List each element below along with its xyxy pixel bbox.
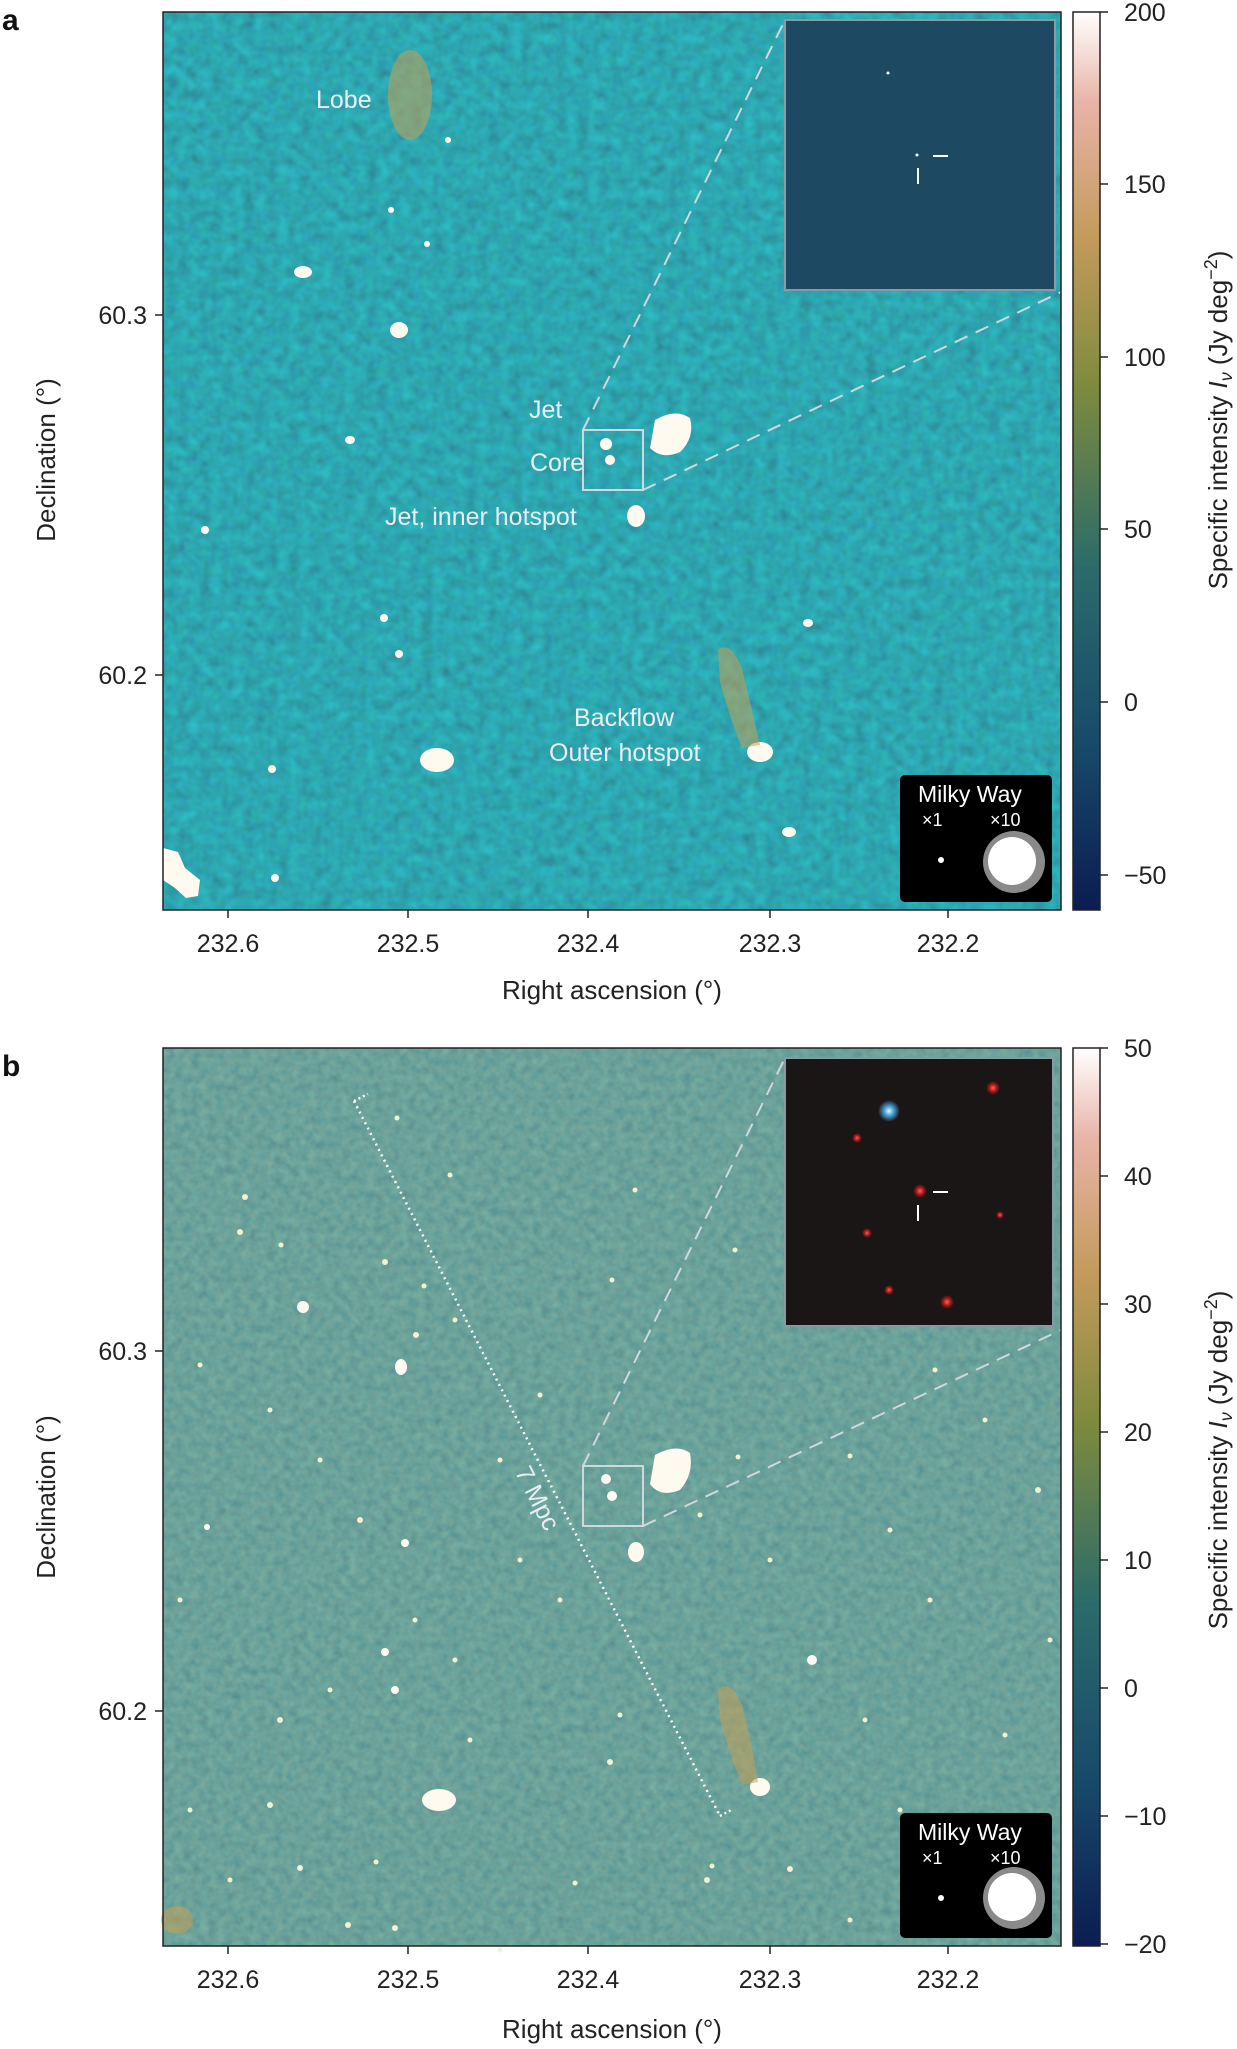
annotation-outer-hotspot: Outer hotspot: [549, 739, 701, 767]
panel-b-milky-way-box: Milky Way ×1 ×10: [900, 1813, 1052, 1938]
panel-b-inset: [784, 1057, 1054, 1327]
colorbar-tick-label: 150: [1124, 171, 1166, 199]
panel-b-diffuse: [161, 1686, 758, 1934]
x-tick-label: 232.2: [917, 1966, 980, 1994]
panel-a-colorbar: 200 150 100 50 0 −50 Specific intensity …: [1072, 0, 1236, 911]
panel-a-milky-way-box: Milky Way ×1 ×10: [900, 775, 1052, 902]
panel-b-x-axis-label: Right ascension (°): [502, 2014, 722, 2044]
panel-b-colorbar-label: Specific intensity Iν (Jy deg−2): [1201, 1291, 1236, 1630]
panel-a-inset: [784, 19, 1056, 291]
panel-b-zoom-box: [582, 1465, 644, 1527]
colorbar-tick-label: 20: [1124, 1419, 1152, 1447]
annotation-backflow: Backflow: [574, 704, 675, 732]
panel-a-y-axis-label: Declination (°): [31, 378, 61, 542]
panel-a-y-ticks: 60.3 60.2: [98, 302, 163, 690]
milky-way-title: Milky Way: [918, 1819, 1022, 1845]
colorbar-tick-label: 0: [1124, 689, 1138, 717]
x-tick-label: 232.3: [739, 1966, 802, 1994]
panel-b-y-axis-label: Declination (°): [31, 1415, 61, 1579]
milky-way-title: Milky Way: [918, 781, 1022, 807]
milky-way-x1-label: ×1: [922, 810, 943, 830]
y-tick-label: 60.3: [98, 1338, 147, 1366]
panel-b-sources: [204, 1301, 817, 1811]
colorbar-tick-label: 100: [1124, 344, 1166, 372]
colorbar-tick-label: 50: [1124, 516, 1152, 544]
colorbar-tick-label: 40: [1124, 1163, 1152, 1191]
panel-b-map: 7 Mpc Milky Wa: [161, 1048, 1062, 1953]
panel-a-map: Lobe Jet Core Jet, inner hotspot Backflo…: [163, 12, 1062, 910]
x-tick-label: 232.6: [197, 1966, 260, 1994]
x-tick-label: 232.6: [197, 930, 260, 958]
annotation-inner-hotspot: Jet, inner hotspot: [385, 503, 577, 531]
panel-a-colorbar-label: Specific intensity Iν (Jy deg−2): [1201, 251, 1236, 590]
milky-way-x10-label: ×10: [990, 1848, 1021, 1868]
y-tick-label: 60.2: [98, 662, 147, 690]
colorbar-tick-label: 200: [1124, 0, 1166, 27]
y-tick-label: 60.2: [98, 1698, 147, 1726]
panel-b-colorbar: 50 40 30 20 10 0 −10 −20 Specific intens…: [1072, 1035, 1236, 1959]
colorbar-tick-label: 30: [1124, 1291, 1152, 1319]
colorbar-tick-label: −20: [1124, 1931, 1166, 1959]
x-tick-label: 232.5: [377, 930, 440, 958]
milky-way-x1-label: ×1: [922, 1848, 943, 1868]
panel-a-diffuse: [388, 50, 760, 748]
x-tick-label: 232.3: [739, 930, 802, 958]
colorbar-tick-label: −10: [1124, 1803, 1166, 1831]
x-tick-label: 232.5: [377, 1966, 440, 1994]
panel-a: a: [2, 0, 1236, 1005]
panel-a-sources: [163, 137, 813, 898]
panel-b-x-ticks: 232.6 232.5 232.4 232.3 232.2: [197, 1946, 980, 1994]
panel-b-letter: b: [2, 1050, 20, 1083]
colorbar-tick-label: 10: [1124, 1547, 1152, 1575]
y-tick-label: 60.3: [98, 302, 147, 330]
panel-b-point-sources: [177, 1115, 1053, 1953]
colorbar-tick-label: 0: [1124, 1675, 1138, 1703]
milky-way-x10-label: ×10: [990, 810, 1021, 830]
panel-a-x-ticks: 232.6 232.5 232.4 232.3 232.2: [197, 910, 980, 958]
panel-a-zoom-box: [582, 429, 644, 491]
panel-b-y-ticks: 60.3 60.2: [98, 1338, 163, 1726]
panel-a-x-axis-label: Right ascension (°): [502, 975, 722, 1005]
panel-a-letter: a: [2, 4, 19, 37]
annotation-core: Core: [530, 449, 584, 477]
x-tick-label: 232.2: [917, 930, 980, 958]
colorbar-tick-label: 50: [1124, 1035, 1152, 1063]
panel-b: b: [2, 1035, 1236, 2044]
x-tick-label: 232.4: [557, 930, 620, 958]
annotation-jet: Jet: [529, 396, 562, 424]
annotation-lobe: Lobe: [316, 86, 372, 114]
x-tick-label: 232.4: [557, 1966, 620, 1994]
colorbar-tick-label: −50: [1124, 862, 1166, 890]
